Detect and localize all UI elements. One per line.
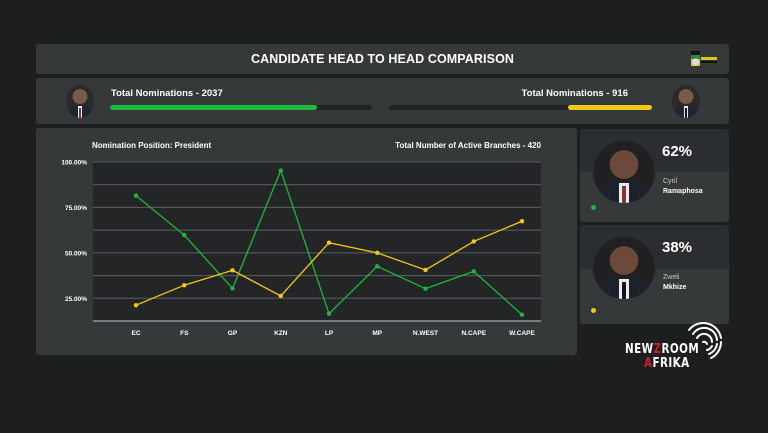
data-point xyxy=(278,293,283,299)
nominations-progress-fill-left xyxy=(110,105,317,110)
x-tick-label: GP xyxy=(228,330,238,337)
newzroom-afrika-logo: NEWZROOM AFRIKA xyxy=(625,320,735,375)
legend-dot-yellow xyxy=(591,308,596,313)
data-point xyxy=(423,267,428,273)
data-point xyxy=(182,283,187,288)
candidate-percent: 38% xyxy=(662,239,693,256)
y-tick-label: 50.00% xyxy=(65,250,87,257)
data-point xyxy=(375,264,380,269)
candidate-photo xyxy=(593,141,655,203)
y-tick-label: 100.00% xyxy=(61,160,87,167)
candidate-card-mkhize: 38% Zweli Mkhize xyxy=(580,225,729,324)
x-tick-label: EC xyxy=(131,330,140,337)
data-point xyxy=(471,269,476,274)
data-point xyxy=(519,312,525,317)
avatar-ramaphosa xyxy=(66,85,94,118)
data-point xyxy=(423,286,428,291)
fingerprint-icon xyxy=(688,322,722,359)
page-title: CANDIDATE HEAD TO HEAD COMPARISON xyxy=(250,52,515,66)
candidate-first-name: Zweli xyxy=(663,274,680,281)
y-tick-label: 25.00% xyxy=(65,296,87,303)
candidate-percent: 62% xyxy=(662,143,693,160)
x-tick-label: N.CAPE xyxy=(461,330,486,337)
nominations-label-left: Total Nominations - 2037 xyxy=(111,88,223,99)
data-point xyxy=(133,193,139,198)
data-point xyxy=(278,168,283,173)
candidate-last-name: Ramaphosa xyxy=(663,188,703,195)
data-point xyxy=(326,240,332,245)
nominations-progress-left xyxy=(110,105,372,110)
nominations-progress-right xyxy=(389,105,652,110)
nominations-progress-fill-right xyxy=(567,105,652,110)
data-point xyxy=(471,239,476,244)
line-chart: 25.00% 50.00% 75.00% 100.00% EC FS GP KZN LP MP N.… xyxy=(61,160,541,337)
x-tick-label: FS xyxy=(180,330,189,337)
y-tick-label: 75.00% xyxy=(65,205,87,212)
title-bar: CANDIDATE HEAD TO HEAD COMPARISON xyxy=(36,44,729,74)
plot-area xyxy=(93,162,541,321)
candidate-last-name: Mkhize xyxy=(663,284,687,291)
data-point xyxy=(230,286,235,291)
legend-dot-green xyxy=(591,205,596,210)
x-tick-label: N.WEST xyxy=(413,330,438,337)
candidate-first-name: Cyril xyxy=(663,178,677,185)
data-point xyxy=(133,302,139,308)
nominations-bar: Total Nominations - 2037 Total Nominatio… xyxy=(36,78,729,124)
avatar-mkhize xyxy=(672,85,700,118)
candidate-card-ramaphosa: 62% Cyril Ramaphosa xyxy=(580,129,729,222)
data-point xyxy=(375,250,380,256)
elective-conference-logo-icon xyxy=(691,51,717,66)
data-point xyxy=(519,219,525,224)
active-branches-label: Total Number of Active Branches - 420 xyxy=(395,141,541,150)
x-tick-label: W.CAPE xyxy=(509,330,535,337)
data-point xyxy=(182,232,187,238)
data-point xyxy=(230,268,235,273)
data-point xyxy=(326,311,332,316)
nominations-label-right: Total Nominations - 916 xyxy=(521,88,628,99)
chart-panel: 25.00% 50.00% 75.00% 100.00% EC FS GP KZN LP MP N.… xyxy=(36,128,577,355)
candidate-photo xyxy=(593,237,655,299)
x-tick-label: KZN xyxy=(274,330,288,337)
x-tick-label: LP xyxy=(325,330,334,337)
brand-line-2: AFRIKA xyxy=(644,356,690,371)
x-tick-label: MP xyxy=(372,330,382,337)
brand-line-1: NEWZROOM xyxy=(625,342,700,357)
chart-title: Nomination Position: President xyxy=(92,141,212,150)
